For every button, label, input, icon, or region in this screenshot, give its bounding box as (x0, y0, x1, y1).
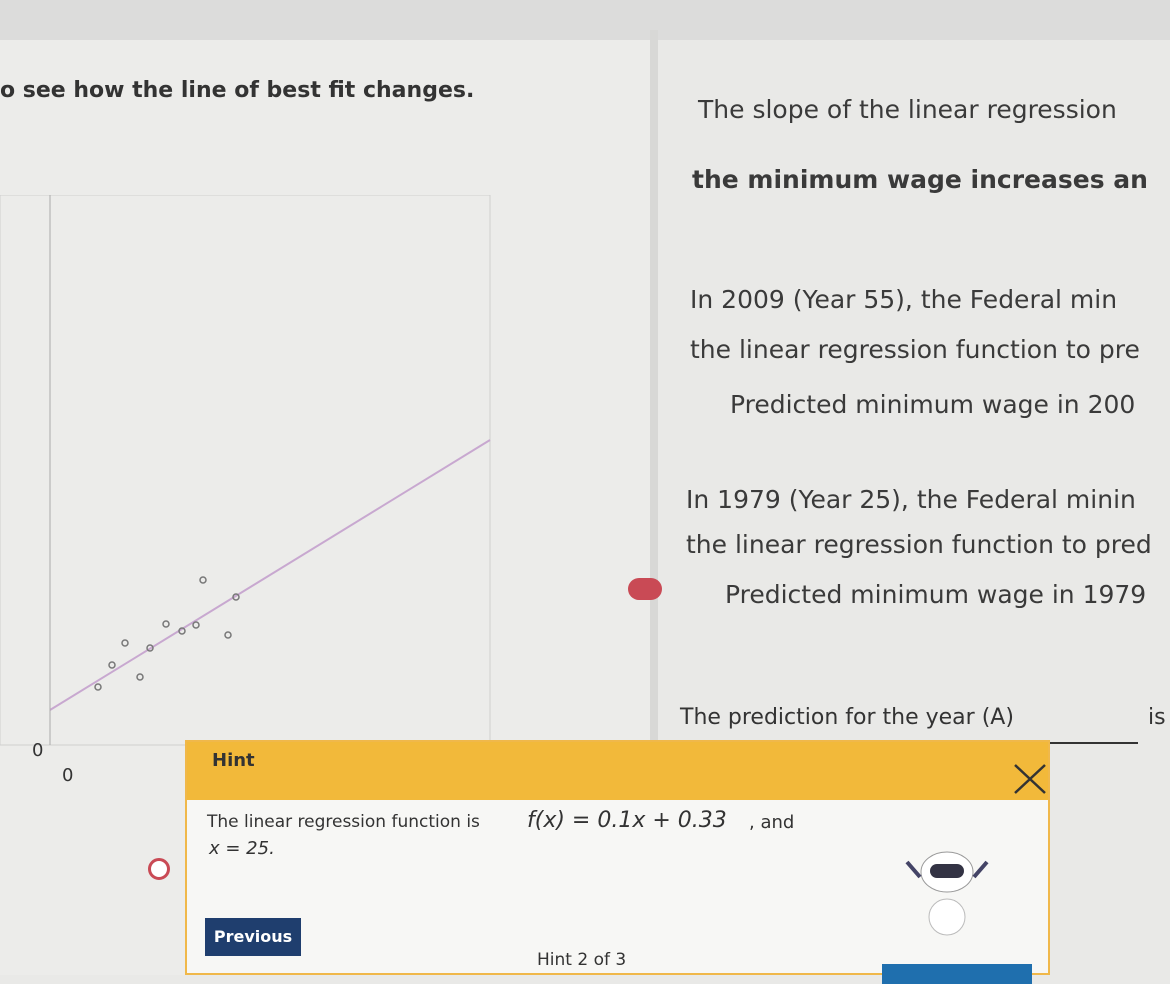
graph-box (0, 195, 491, 746)
text-line: Predicted minimum wage in 1979 (725, 580, 1147, 609)
hint-dialog: Hint The linear regression function is f… (185, 740, 1050, 984)
text-line: the linear regression function to pre (690, 335, 1140, 364)
answer-blank[interactable] (1010, 742, 1138, 744)
hint-title: Hint (212, 750, 255, 771)
text-line: Predicted minimum wage in 200 (730, 390, 1136, 419)
mascot (905, 851, 989, 936)
top-bar (0, 0, 1170, 40)
text-line: The slope of the linear regression (698, 95, 1117, 124)
x-axis-zero: 0 (62, 765, 74, 786)
hint-text: , and (749, 812, 795, 833)
next-button[interactable] (882, 964, 1032, 984)
best-fit-line (49, 439, 491, 711)
answer-suffix: is (1148, 705, 1166, 730)
divider (650, 30, 658, 750)
hint-x-value: x = 25. (209, 838, 275, 859)
hint-text: The linear regression function is (207, 812, 480, 832)
radio-button[interactable] (148, 858, 170, 880)
text-line: the linear regression function to pred (686, 530, 1152, 559)
close-button[interactable] (1012, 762, 1048, 796)
hint-counter: Hint 2 of 3 (537, 950, 627, 970)
scatter-points (94, 576, 240, 691)
hint-header (187, 742, 1048, 800)
hint-formula: f(x) = 0.1x + 0.33 (527, 808, 727, 833)
text-line: the minimum wage increases an (692, 165, 1148, 194)
y-axis-zero: 0 (32, 740, 44, 761)
resize-handle[interactable] (628, 578, 662, 600)
previous-button[interactable]: Previous (205, 918, 301, 956)
instruction: o see how the line of best fit changes. (0, 78, 475, 103)
text-line: In 2009 (Year 55), the Federal min (690, 285, 1118, 314)
text-line: The prediction for the year (A) (680, 705, 1014, 730)
graph (0, 195, 491, 746)
text-line: In 1979 (Year 25), the Federal minin (686, 485, 1136, 514)
